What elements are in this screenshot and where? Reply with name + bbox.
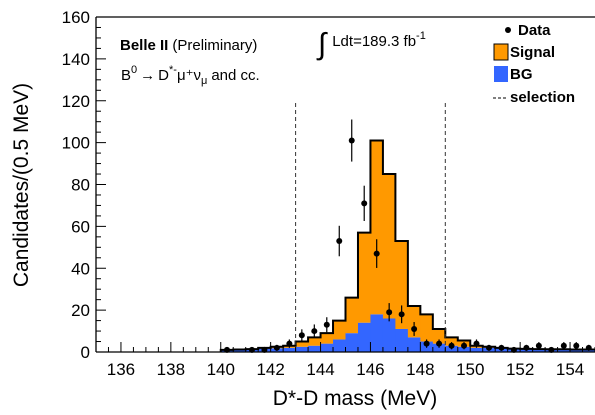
bg-bar <box>557 349 571 352</box>
data-point <box>573 342 580 349</box>
y-tick-label: 120 <box>62 92 90 111</box>
signal-bar <box>345 297 359 334</box>
data-point <box>386 309 393 316</box>
x-tick-label: 138 <box>157 360 185 379</box>
legend-selection-label: selection <box>510 89 575 106</box>
y-tick-label: 40 <box>71 259 90 278</box>
y-tick-label: 80 <box>71 176 90 195</box>
data-point <box>423 340 430 347</box>
data-point <box>398 311 405 318</box>
bg-bar <box>233 349 246 352</box>
data-point <box>461 342 468 349</box>
x-tick-label: 152 <box>506 360 534 379</box>
data-point <box>298 332 305 339</box>
signal-bar <box>407 305 421 338</box>
legend-bg-label: BG <box>510 66 533 83</box>
legend-data-marker <box>505 27 511 33</box>
y-tick-label: 0 <box>81 343 90 362</box>
signal-bar <box>308 337 321 346</box>
experiment-label: Belle II (Preliminary) <box>120 37 257 54</box>
legend-item-data: Data <box>505 22 551 39</box>
signal-bar <box>295 341 309 347</box>
legend-item-signal: Signal <box>493 43 555 61</box>
decay-label: B0 → D*-μ⁺νμ and cc. <box>121 64 260 87</box>
data-point <box>361 200 368 207</box>
data-point <box>286 340 293 347</box>
data-point <box>311 328 318 335</box>
legend: Data Signal BG selection <box>493 22 575 106</box>
bg-bar <box>395 328 409 352</box>
x-tick-label: 142 <box>256 360 284 379</box>
data-point <box>373 250 380 257</box>
data-point <box>535 342 542 349</box>
legend-signal-label: Signal <box>510 44 555 61</box>
signal-bar <box>382 174 396 319</box>
data-point <box>473 340 480 347</box>
x-tick-label: 148 <box>406 360 434 379</box>
legend-bg-swatch <box>494 66 508 82</box>
bg-bar <box>308 345 321 352</box>
y-tick-label: 100 <box>62 134 90 153</box>
signal-bar <box>333 320 346 340</box>
bg-bar <box>407 337 421 352</box>
bg-bar <box>357 322 371 352</box>
bg-bar <box>570 349 583 352</box>
bg-bar <box>370 314 384 352</box>
bg-bar <box>295 346 309 352</box>
signal-bar <box>320 333 334 344</box>
y-tick-label: 20 <box>71 301 90 320</box>
signal-bar <box>395 241 409 329</box>
data-point <box>336 238 343 245</box>
data-point <box>411 325 418 332</box>
data-point <box>498 344 505 351</box>
x-tick-label: 140 <box>207 360 235 379</box>
data-point <box>323 321 330 328</box>
signal-bar <box>357 232 371 323</box>
x-tick-label: 154 <box>556 360 584 379</box>
y-tick-label: 60 <box>71 217 90 236</box>
axes: 136 138 140 142 144 146 148 150 152 154 0 20 40 60 80 1… <box>62 8 595 379</box>
signal-bar <box>370 140 384 315</box>
data-point <box>560 342 567 349</box>
x-tick-label: 136 <box>107 360 135 379</box>
legend-item-bg: BG <box>494 66 533 83</box>
y-axis-label: Candidates/(0.5 MeV) <box>10 83 33 287</box>
data-point <box>273 344 280 351</box>
bg-bar <box>320 343 334 352</box>
bg-bar <box>532 349 546 352</box>
y-tick-label: 160 <box>62 8 90 27</box>
legend-signal-swatch <box>493 43 509 61</box>
x-tick-label: 146 <box>356 360 384 379</box>
signal-bar <box>445 337 459 346</box>
y-tick-label: 140 <box>62 50 90 69</box>
data-point <box>585 344 592 351</box>
legend-data-label: Data <box>518 22 551 39</box>
signal-bar <box>420 314 434 342</box>
data-point <box>348 137 355 144</box>
bg-bar <box>333 339 346 352</box>
data-point <box>485 344 492 351</box>
bg-bar <box>345 333 359 352</box>
data-point <box>436 340 443 347</box>
legend-item-selection: selection <box>493 89 575 106</box>
x-tick-label: 150 <box>456 360 484 379</box>
bg-bar <box>283 347 296 352</box>
bg-bar <box>457 346 471 352</box>
luminosity-label: ∫ Ldt=189.3 fb-1 <box>316 28 426 61</box>
x-tick-label: 144 <box>306 360 334 379</box>
bg-bar <box>382 318 396 352</box>
data-point <box>448 342 455 349</box>
bg-bar <box>470 347 484 352</box>
data-point <box>523 344 530 351</box>
signal-bar <box>432 328 446 344</box>
x-axis-label: D*-D mass (MeV) <box>273 387 438 410</box>
